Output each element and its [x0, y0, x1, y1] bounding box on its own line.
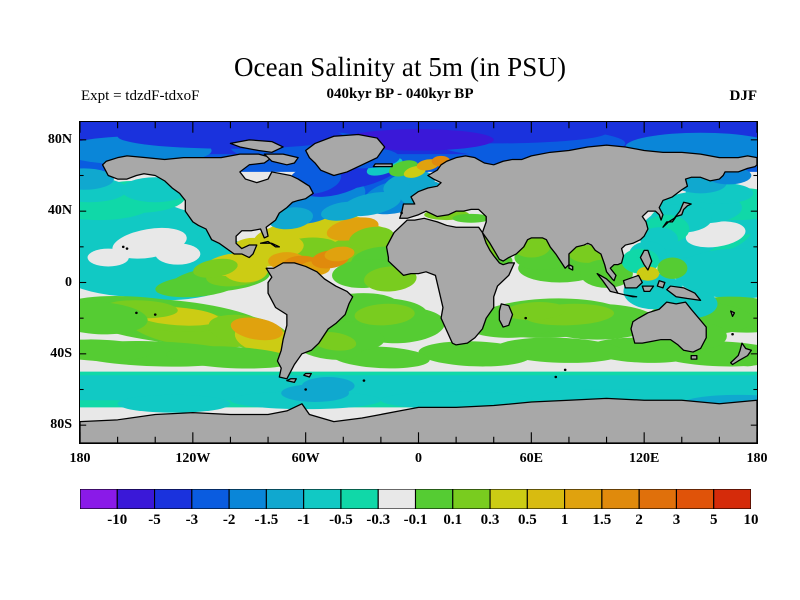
colorbar-swatch-6	[303, 489, 342, 509]
colorbar-label-6: -0.5	[329, 512, 353, 528]
colorbar-swatch-10	[452, 489, 491, 509]
longitude-tick-5: 120E	[628, 451, 660, 466]
colorbar-swatch-11	[489, 489, 528, 509]
colorbar-swatch-5	[265, 489, 305, 509]
colorbar-swatch-14	[601, 489, 640, 509]
colorbar-swatch-3	[191, 489, 230, 509]
colorbar-swatch-9	[414, 489, 454, 509]
latitude-tick-0: 0	[65, 274, 72, 290]
colorbar-swatch-2	[154, 489, 193, 509]
colorbar-label-8: -0.1	[403, 512, 428, 528]
colorbar-label-2: -3	[185, 512, 199, 528]
colorbar-label-3: -2	[222, 512, 236, 528]
longitude-tick-2: 60W	[291, 451, 320, 466]
colorbar-swatch-0	[80, 489, 118, 509]
colorbar-label-9: 0.1	[443, 512, 463, 528]
figure-subtitle: 040kyr BP - 040kyr BP	[326, 86, 474, 102]
latitude-tick-40n: 40N	[47, 203, 72, 219]
colorbar-swatch-16	[675, 489, 715, 509]
colorbar-label-15: 3	[672, 512, 681, 528]
season-label: DJF	[729, 88, 758, 104]
longitude-tick-6: 180	[746, 451, 768, 466]
colorbar-label-4: -1.5	[254, 512, 279, 528]
colorbar-swatch-17	[713, 489, 751, 509]
latitude-tick-80n: 80N	[47, 131, 72, 147]
colorbar-label-0: -10	[107, 512, 128, 528]
colorbar-swatches	[80, 489, 751, 509]
colorbar-label-10: 0.3	[480, 512, 500, 528]
experiment-label: Expt = tdzdF-tdxoF	[81, 88, 200, 104]
longitude-tick-1: 120W	[175, 451, 211, 466]
colorbar-swatch-1	[116, 489, 156, 509]
colorbar-label-16: 5	[709, 512, 718, 528]
colorbar-label-5: -1	[297, 512, 310, 528]
longitude-tick-0: 180	[69, 451, 91, 466]
colorbar	[80, 489, 751, 509]
colorbar-label-17: 10	[743, 512, 759, 528]
longitude-tick-4: 60E	[519, 451, 543, 466]
colorbar-label-13: 1.5	[592, 512, 612, 528]
page-title: Ocean Salinity at 5m (in PSU)	[233, 52, 567, 82]
latitude-tick-80s: 80S	[50, 417, 72, 433]
colorbar-swatch-4	[228, 489, 267, 509]
map-panel	[79, 121, 758, 444]
colorbar-label-12: 1	[560, 512, 569, 528]
colorbar-label-14: 2	[635, 512, 643, 528]
colorbar-swatch-8	[377, 489, 417, 509]
colorbar-label-11: 0.5	[517, 512, 537, 528]
colorbar-swatch-7	[340, 489, 379, 509]
latitude-tick-40s: 40S	[50, 345, 72, 361]
colorbar-label-1: -5	[148, 512, 161, 528]
colorbar-swatch-13	[564, 489, 603, 509]
colorbar-swatch-12	[526, 489, 566, 509]
salinity-map	[79, 121, 758, 444]
colorbar-label-7: -0.3	[366, 512, 391, 528]
colorbar-swatch-15	[638, 489, 677, 509]
longitude-tick-3: 0	[415, 451, 422, 466]
